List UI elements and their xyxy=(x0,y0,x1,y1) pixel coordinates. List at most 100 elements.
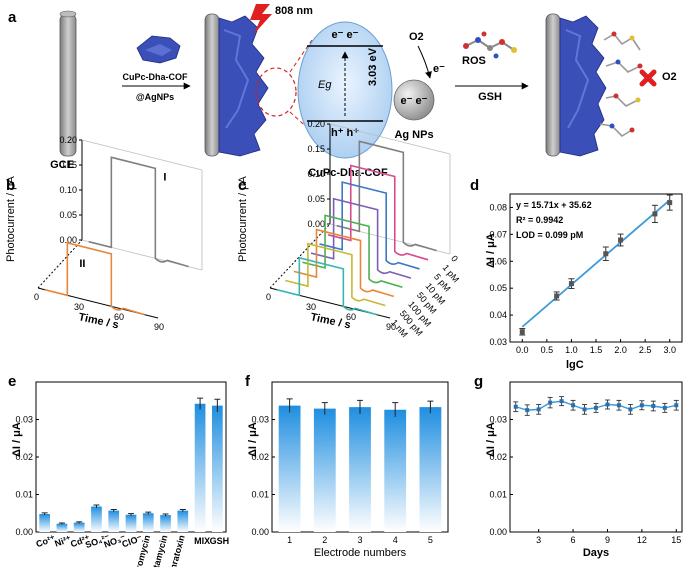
panel-e-category-label: GSH xyxy=(210,536,230,546)
panel-g-data-point xyxy=(525,408,530,413)
panel-c-back-top xyxy=(329,123,451,155)
panel-d-ytick-label: 0.05 xyxy=(489,283,507,293)
panel-b-trace-0 xyxy=(88,156,189,268)
panel-d-ytick-label: 0.04 xyxy=(489,310,507,320)
o2-arrow xyxy=(417,45,432,79)
panel-c-ytick-label: 0.15 xyxy=(307,144,325,154)
panel-e-ytick-label: 0.01 xyxy=(15,490,33,500)
panel-d-xtick-label: 1.5 xyxy=(590,345,603,355)
panel-c-trace-2 xyxy=(319,181,420,270)
panel-b-depth-axis xyxy=(37,239,83,289)
panel-c-label: c xyxy=(238,177,246,194)
panel-g-ytick-label: 0.00 xyxy=(489,527,507,537)
panel-d-annotation: R² = 0.9942 xyxy=(516,215,563,225)
panel-g-ylabel: ΔI / μA xyxy=(485,422,497,457)
panel-g-data-point xyxy=(628,407,633,412)
reagent-line2: @AgNPs xyxy=(136,92,174,102)
o2-in-label: O2 xyxy=(409,31,424,43)
hole-label: h⁺ h⁺ xyxy=(331,127,359,139)
panel-c-series-label: 0 xyxy=(449,254,460,264)
panel-f-bar xyxy=(313,408,336,532)
panel-g-xtick-label: 12 xyxy=(637,535,647,545)
panel-g-data-point xyxy=(605,402,610,407)
modified-electrode xyxy=(204,13,297,157)
panel-d: d 0.03 0.04 0.05 0.06 0.07 0.08 ΔI / μA 0.0 0.5 1.… xyxy=(470,177,683,371)
panel-b-trace-1 xyxy=(44,241,145,316)
panel-g-data-point xyxy=(582,407,587,412)
gce-electrode xyxy=(59,10,77,157)
panel-d-data-point xyxy=(618,237,624,243)
single-electron-label: e⁻ xyxy=(433,63,445,75)
ag-nanoparticle-icon xyxy=(393,79,435,121)
panel-d-xtick-label: 1.0 xyxy=(565,345,578,355)
panel-g-data-point xyxy=(651,404,656,408)
panel-e-ylabel: ΔI / μA xyxy=(11,422,23,457)
ros-label: ROS xyxy=(462,55,486,67)
panel-b-series-label: I xyxy=(163,171,166,183)
panel-e-bar xyxy=(91,506,102,532)
panel-c-xtick-label: 0 xyxy=(266,292,271,302)
gsh-label: GSH xyxy=(478,91,502,103)
panel-c-trace-4 xyxy=(302,214,403,289)
panel-b-label: b xyxy=(6,177,15,194)
panel-g-xtick-label: 3 xyxy=(536,535,541,545)
panel-c-trace-7 xyxy=(276,256,377,316)
panel-b-xtick-label: 60 xyxy=(114,312,124,322)
panel-e-bar xyxy=(125,514,137,532)
panel-c-ytick-label: 0.20 xyxy=(307,119,325,129)
panel-c-xtick-label: 60 xyxy=(346,312,356,322)
panel-d-data-point xyxy=(603,251,609,257)
panel-e-bar xyxy=(39,514,50,532)
panel-d-xtick-label: 0.0 xyxy=(516,345,529,355)
panel-g-data-point xyxy=(616,403,621,408)
panel-c-depth-axis xyxy=(269,223,331,289)
panel-g-data-point xyxy=(639,403,644,408)
panel-e-bar xyxy=(212,405,223,532)
panel-d-ytick-label: 0.03 xyxy=(489,337,507,347)
laser-bolt-icon xyxy=(250,4,272,34)
panel-d-xtick-label: 2.5 xyxy=(639,345,652,355)
panel-f-category-label: 1 xyxy=(287,535,292,545)
panel-g-data-point xyxy=(571,403,576,408)
panel-g-data-point xyxy=(559,399,564,404)
panel-c-ytick-label: 0.00 xyxy=(307,219,325,229)
panel-b-ytick-label: 0.00 xyxy=(59,235,77,245)
gsh-bound-electrode xyxy=(545,13,657,157)
panel-d-xtick-label: 3.0 xyxy=(663,345,676,355)
panel-f-ytick-label: 0.00 xyxy=(251,527,269,537)
panel-c-trace-3 xyxy=(310,197,412,279)
panel-e-category-label: MIX xyxy=(194,536,210,546)
panel-e-bar xyxy=(108,510,120,532)
panel-e-ytick-label: 0.02 xyxy=(15,452,33,462)
panel-b-series-label: II xyxy=(79,258,85,270)
cof-agnp-blob-icon xyxy=(136,35,181,64)
panel-f-xlabel: Electrode numbers xyxy=(314,547,407,559)
panel-g-ytick-label: 0.03 xyxy=(489,415,507,425)
panel-d-data-point xyxy=(652,211,658,217)
panel-e-bar xyxy=(73,522,85,532)
gce-label: GCE xyxy=(50,159,74,171)
panel-c-trace-5 xyxy=(293,228,395,298)
panel-f-category-label: 2 xyxy=(322,535,327,545)
panel-c-xtick-label: 90 xyxy=(386,322,396,332)
panel-b-xtick-label: 30 xyxy=(74,302,84,312)
panel-b-ytick-label: 0.10 xyxy=(59,185,77,195)
panel-g-ytick-label: 0.01 xyxy=(489,490,507,500)
panel-f-category-label: 5 xyxy=(428,535,433,545)
panel-g-data-point xyxy=(662,405,667,410)
panel-f-bar xyxy=(349,407,371,532)
panel-f-bar xyxy=(384,409,407,532)
panel-b-xtick-label: 0 xyxy=(34,292,39,302)
panel-c-trace-6 xyxy=(285,242,386,307)
panel-f-category-label: 4 xyxy=(393,535,398,545)
panel-g-xlabel: Days xyxy=(583,547,609,559)
panel-b-xtick-label: 90 xyxy=(154,322,164,332)
panel-e-bar xyxy=(194,403,206,532)
ag-electron-label: e⁻ e⁻ xyxy=(401,95,428,107)
panel-b-ytick-label: 0.20 xyxy=(59,135,77,145)
electron-label: e⁻ e⁻ xyxy=(332,29,359,41)
panel-d-annotation: y = 15.71x + 35.62 xyxy=(516,200,592,210)
panel-c-xtick-label: 30 xyxy=(306,302,316,312)
